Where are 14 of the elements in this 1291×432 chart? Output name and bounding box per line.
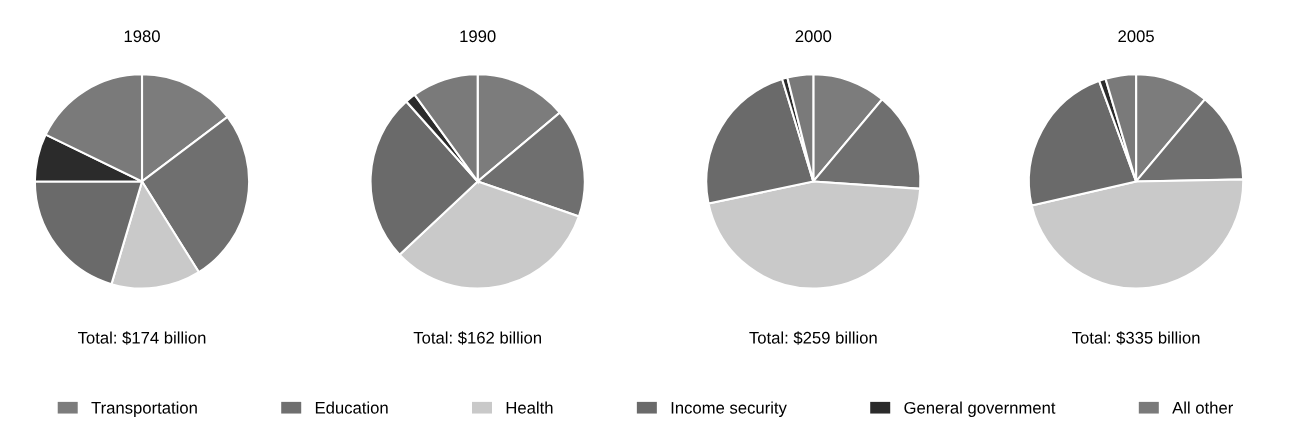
legend-label: Health	[506, 401, 553, 414]
legend-label: General government	[904, 401, 1056, 417]
legend-label: All other	[1172, 401, 1233, 414]
text: Total: $162 billion	[413, 331, 541, 345]
legend-label: Income security	[671, 401, 787, 417]
text: Total: $259 billion	[749, 331, 877, 345]
text: Total: $335 billion	[1072, 331, 1200, 345]
text: Total: $174 billion	[78, 331, 206, 345]
chart-title: 2000	[795, 30, 832, 43]
chart-title: 1990	[460, 30, 496, 43]
chart-title: 2005	[1118, 30, 1154, 43]
legend-label: Education	[315, 401, 388, 414]
chart-title: 1980	[124, 30, 160, 43]
legend-label: Transportation	[91, 401, 197, 417]
